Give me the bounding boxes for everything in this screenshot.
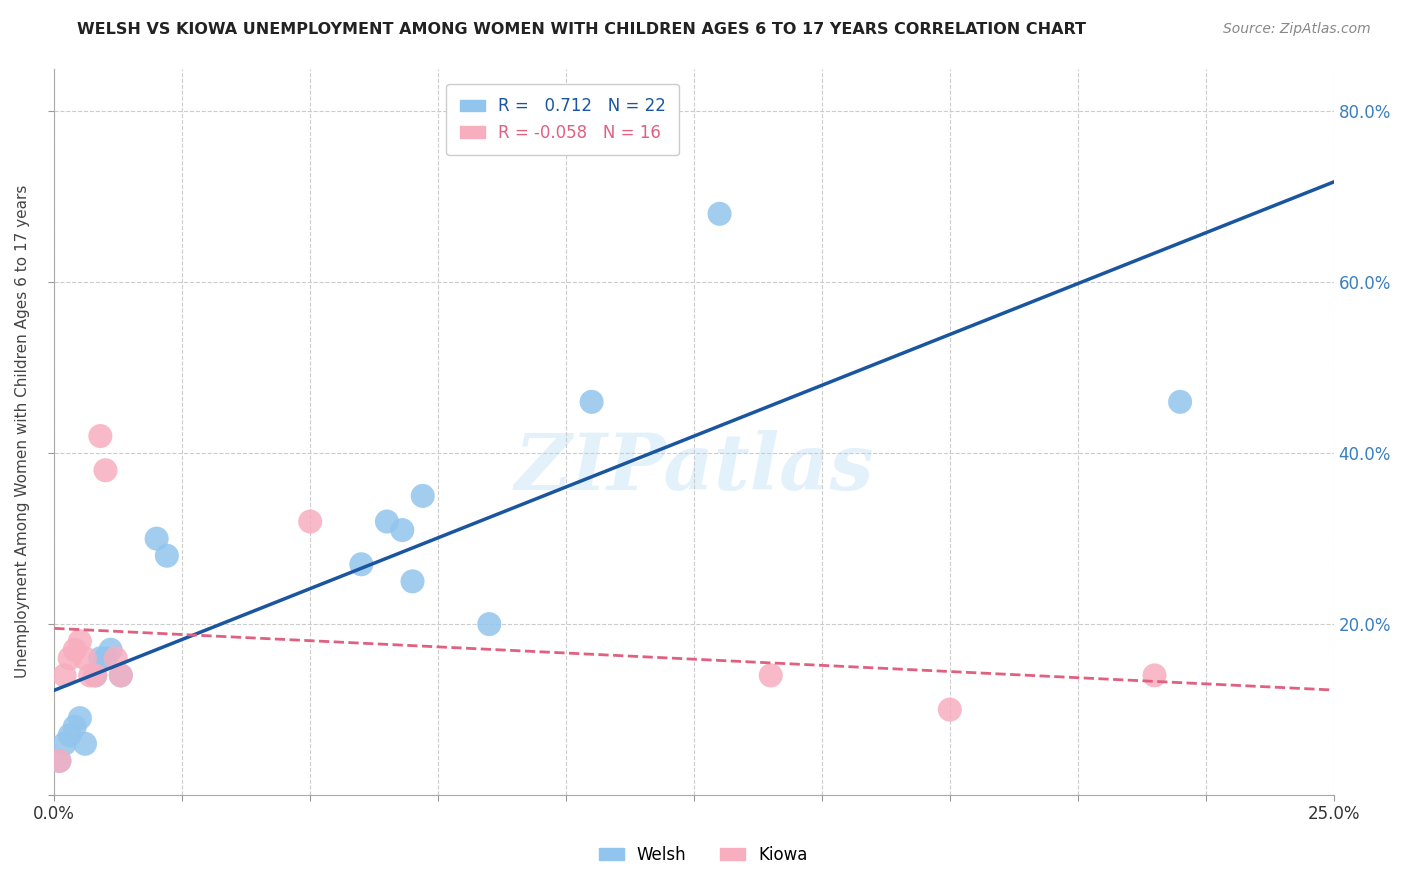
Legend: R =   0.712   N = 22, R = -0.058   N = 16: R = 0.712 N = 22, R = -0.058 N = 16	[447, 84, 679, 155]
Point	[89, 429, 111, 443]
Point	[156, 549, 179, 563]
Point	[100, 642, 122, 657]
Point	[73, 737, 96, 751]
Point	[48, 754, 70, 768]
Point	[73, 651, 96, 665]
Point	[59, 651, 82, 665]
Point	[48, 754, 70, 768]
Point	[939, 703, 962, 717]
Point	[401, 574, 423, 589]
Text: WELSH VS KIOWA UNEMPLOYMENT AMONG WOMEN WITH CHILDREN AGES 6 TO 17 YEARS CORRELA: WELSH VS KIOWA UNEMPLOYMENT AMONG WOMEN …	[77, 22, 1087, 37]
Point	[104, 651, 127, 665]
Point	[59, 728, 82, 742]
Point	[1168, 395, 1191, 409]
Text: ZIPatlas: ZIPatlas	[515, 430, 873, 507]
Point	[53, 737, 76, 751]
Point	[94, 463, 117, 477]
Point	[478, 617, 501, 632]
Point	[53, 668, 76, 682]
Legend: Welsh, Kiowa: Welsh, Kiowa	[592, 839, 814, 871]
Point	[110, 668, 132, 682]
Point	[709, 207, 731, 221]
Point	[759, 668, 782, 682]
Point	[84, 668, 107, 682]
Point	[94, 651, 117, 665]
Point	[299, 515, 322, 529]
Point	[375, 515, 398, 529]
Point	[69, 634, 91, 648]
Point	[581, 395, 603, 409]
Point	[63, 642, 86, 657]
Point	[1143, 668, 1166, 682]
Point	[79, 668, 101, 682]
Point	[412, 489, 434, 503]
Point	[391, 523, 413, 537]
Point	[110, 668, 132, 682]
Point	[84, 668, 107, 682]
Point	[69, 711, 91, 725]
Point	[63, 720, 86, 734]
Point	[89, 651, 111, 665]
Point	[350, 558, 373, 572]
Y-axis label: Unemployment Among Women with Children Ages 6 to 17 years: Unemployment Among Women with Children A…	[15, 186, 30, 679]
Text: Source: ZipAtlas.com: Source: ZipAtlas.com	[1223, 22, 1371, 37]
Point	[145, 532, 167, 546]
